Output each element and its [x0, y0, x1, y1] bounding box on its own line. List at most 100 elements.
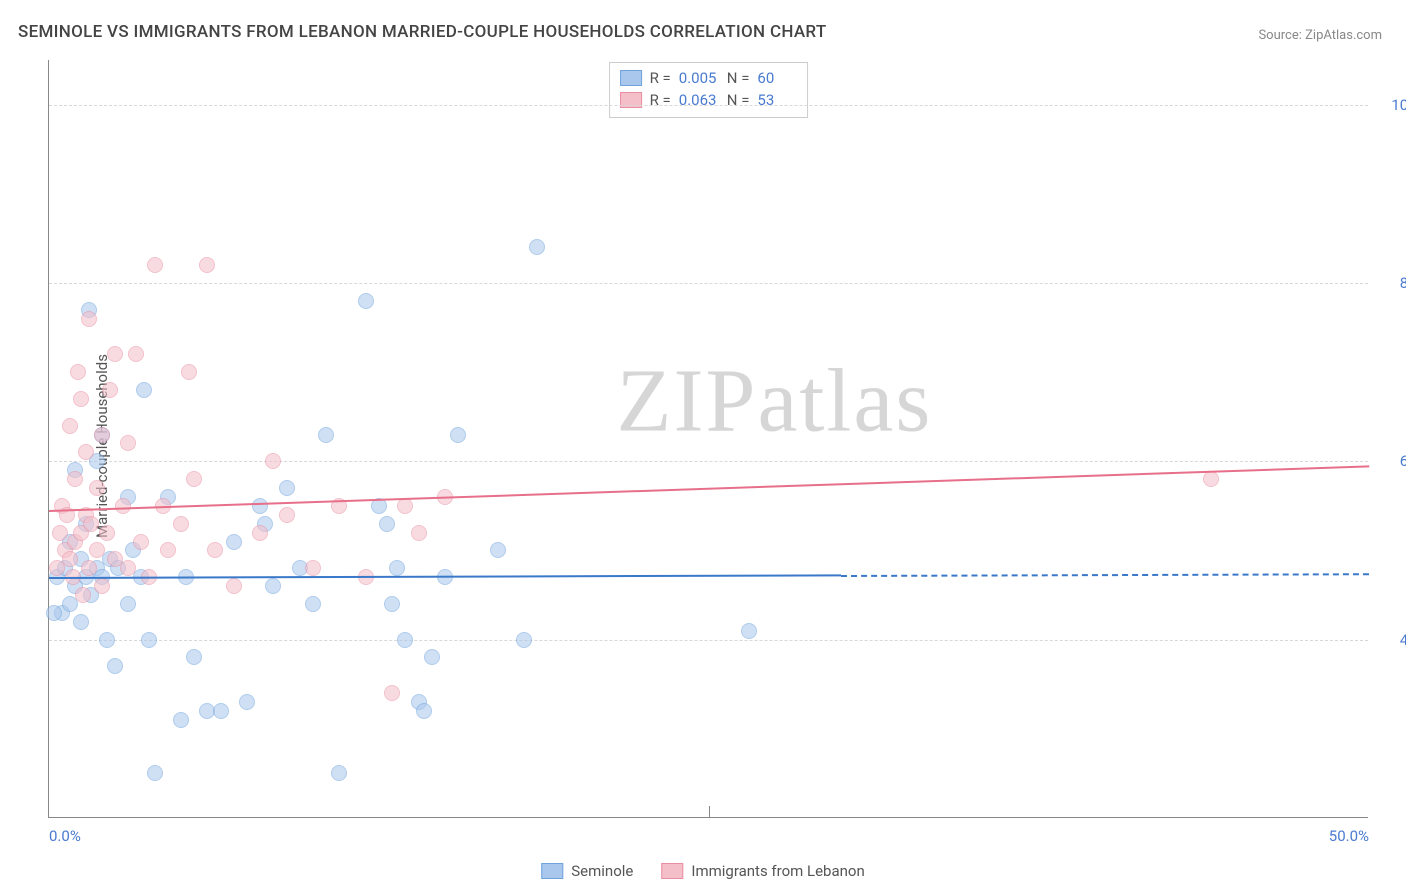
data-point — [1203, 471, 1219, 487]
chart-title: SEMINOLE VS IMMIGRANTS FROM LEBANON MARR… — [18, 22, 827, 42]
data-point — [416, 703, 432, 719]
n-label: N = — [727, 69, 750, 87]
legend-label: Seminole — [571, 862, 633, 880]
legend-item: Immigrants from Lebanon — [661, 862, 864, 880]
data-point — [265, 453, 281, 469]
data-point — [75, 587, 91, 603]
data-point — [379, 516, 395, 532]
x-tick-label: 0.0% — [49, 827, 81, 845]
gridline — [49, 640, 1368, 641]
data-point — [181, 364, 197, 380]
data-point — [67, 471, 83, 487]
data-point — [52, 525, 68, 541]
source-value: ZipAtlas.com — [1305, 28, 1382, 43]
data-point — [46, 605, 62, 621]
data-point — [424, 649, 440, 665]
data-point — [62, 418, 78, 434]
x-tick-mark — [709, 806, 710, 818]
data-point — [186, 471, 202, 487]
data-point — [490, 542, 506, 558]
source-label: Source: — [1258, 28, 1301, 43]
data-point — [83, 516, 99, 532]
scatter-plot-area: ZIPatlas R =0.005N =60R =0.063N =53 40.0… — [48, 60, 1368, 818]
stats-legend-row: R = 0.005 N = 60 — [620, 67, 798, 89]
data-point — [411, 525, 427, 541]
data-point — [318, 427, 334, 443]
data-point — [450, 427, 466, 443]
data-point — [120, 560, 136, 576]
data-point — [99, 632, 115, 648]
n-value: 53 — [757, 91, 797, 109]
data-point — [331, 765, 347, 781]
data-point — [279, 507, 295, 523]
gridline — [49, 283, 1368, 284]
legend-swatch — [541, 863, 563, 879]
r-label: R = — [650, 91, 671, 109]
data-point — [141, 632, 157, 648]
gridline — [49, 105, 1368, 106]
legend-item: Seminole — [541, 862, 633, 880]
data-point — [529, 239, 545, 255]
data-point — [226, 534, 242, 550]
r-value: 0.005 — [679, 69, 719, 87]
trend-line — [49, 466, 1369, 513]
data-point — [384, 596, 400, 612]
data-point — [516, 632, 532, 648]
data-point — [107, 346, 123, 362]
data-point — [305, 560, 321, 576]
watermark: ZIPatlas — [616, 349, 932, 452]
stats-legend-row: R =0.063N =53 — [620, 89, 798, 111]
data-point — [239, 694, 255, 710]
data-point — [160, 542, 176, 558]
data-point — [173, 516, 189, 532]
gridline — [49, 461, 1368, 462]
series-legend: Seminole Immigrants from Lebanon — [541, 862, 865, 880]
data-point — [389, 560, 405, 576]
data-point — [89, 480, 105, 496]
data-point — [81, 311, 97, 327]
data-point — [213, 703, 229, 719]
legend-swatch — [620, 70, 642, 86]
data-point — [252, 498, 268, 514]
data-point — [73, 614, 89, 630]
data-point — [120, 435, 136, 451]
data-point — [120, 596, 136, 612]
n-label: N = — [727, 91, 750, 109]
r-label: R = — [650, 69, 671, 87]
data-point — [147, 765, 163, 781]
data-point — [741, 623, 757, 639]
watermark-text-a: ZIP — [616, 351, 757, 450]
data-point — [173, 712, 189, 728]
data-point — [186, 649, 202, 665]
data-point — [99, 525, 115, 541]
legend-label: Immigrants from Lebanon — [691, 862, 864, 880]
data-point — [305, 596, 321, 612]
y-tick-label: 60.0% — [1380, 452, 1406, 470]
legend-swatch — [661, 863, 683, 879]
data-point — [207, 542, 223, 558]
data-point — [94, 427, 110, 443]
y-tick-label: 40.0% — [1380, 631, 1406, 649]
data-point — [78, 444, 94, 460]
data-point — [226, 578, 242, 594]
data-point — [252, 525, 268, 541]
watermark-text-b: atlas — [757, 351, 932, 450]
y-tick-label: 80.0% — [1380, 274, 1406, 292]
n-value: 60 — [757, 69, 797, 87]
data-point — [107, 658, 123, 674]
legend-swatch — [620, 92, 642, 108]
trend-line-extrapolated — [841, 573, 1369, 577]
y-tick-label: 100.0% — [1380, 96, 1406, 114]
data-point — [147, 257, 163, 273]
data-point — [265, 578, 281, 594]
data-point — [81, 560, 97, 576]
data-point — [384, 685, 400, 701]
source-credit: Source: ZipAtlas.com — [1258, 28, 1382, 43]
data-point — [199, 257, 215, 273]
data-point — [136, 382, 152, 398]
data-point — [133, 534, 149, 550]
data-point — [397, 498, 413, 514]
data-point — [397, 632, 413, 648]
data-point — [89, 542, 105, 558]
data-point — [128, 346, 144, 362]
